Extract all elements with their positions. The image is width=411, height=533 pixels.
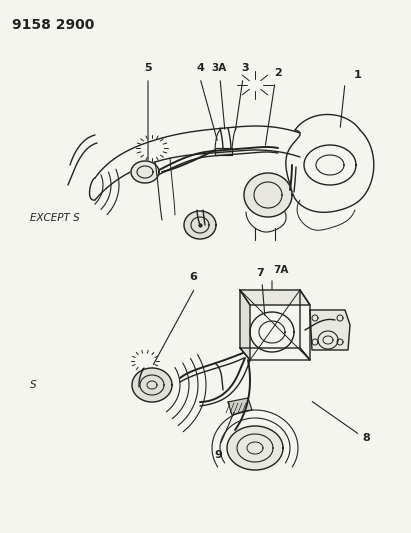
Text: 9: 9: [214, 450, 222, 460]
Polygon shape: [215, 148, 232, 155]
Text: 5: 5: [144, 63, 152, 73]
Text: 1: 1: [354, 70, 362, 80]
Polygon shape: [184, 211, 216, 239]
Text: 8: 8: [362, 433, 370, 443]
Text: 4: 4: [196, 63, 204, 73]
Polygon shape: [310, 310, 350, 350]
Text: 9158 2900: 9158 2900: [12, 18, 95, 32]
Polygon shape: [131, 161, 159, 183]
Text: 3: 3: [241, 63, 249, 73]
Text: 7: 7: [256, 268, 264, 278]
Polygon shape: [240, 290, 310, 305]
Text: 3A: 3A: [211, 63, 226, 73]
Text: 2: 2: [274, 68, 282, 78]
Polygon shape: [132, 368, 172, 402]
Polygon shape: [240, 290, 250, 360]
Text: S: S: [30, 380, 37, 390]
Text: 6: 6: [189, 272, 197, 282]
Polygon shape: [228, 398, 252, 415]
Polygon shape: [227, 426, 283, 470]
Text: 7A: 7A: [273, 265, 289, 275]
Text: EXCEPT S: EXCEPT S: [30, 213, 80, 223]
Polygon shape: [244, 173, 292, 217]
